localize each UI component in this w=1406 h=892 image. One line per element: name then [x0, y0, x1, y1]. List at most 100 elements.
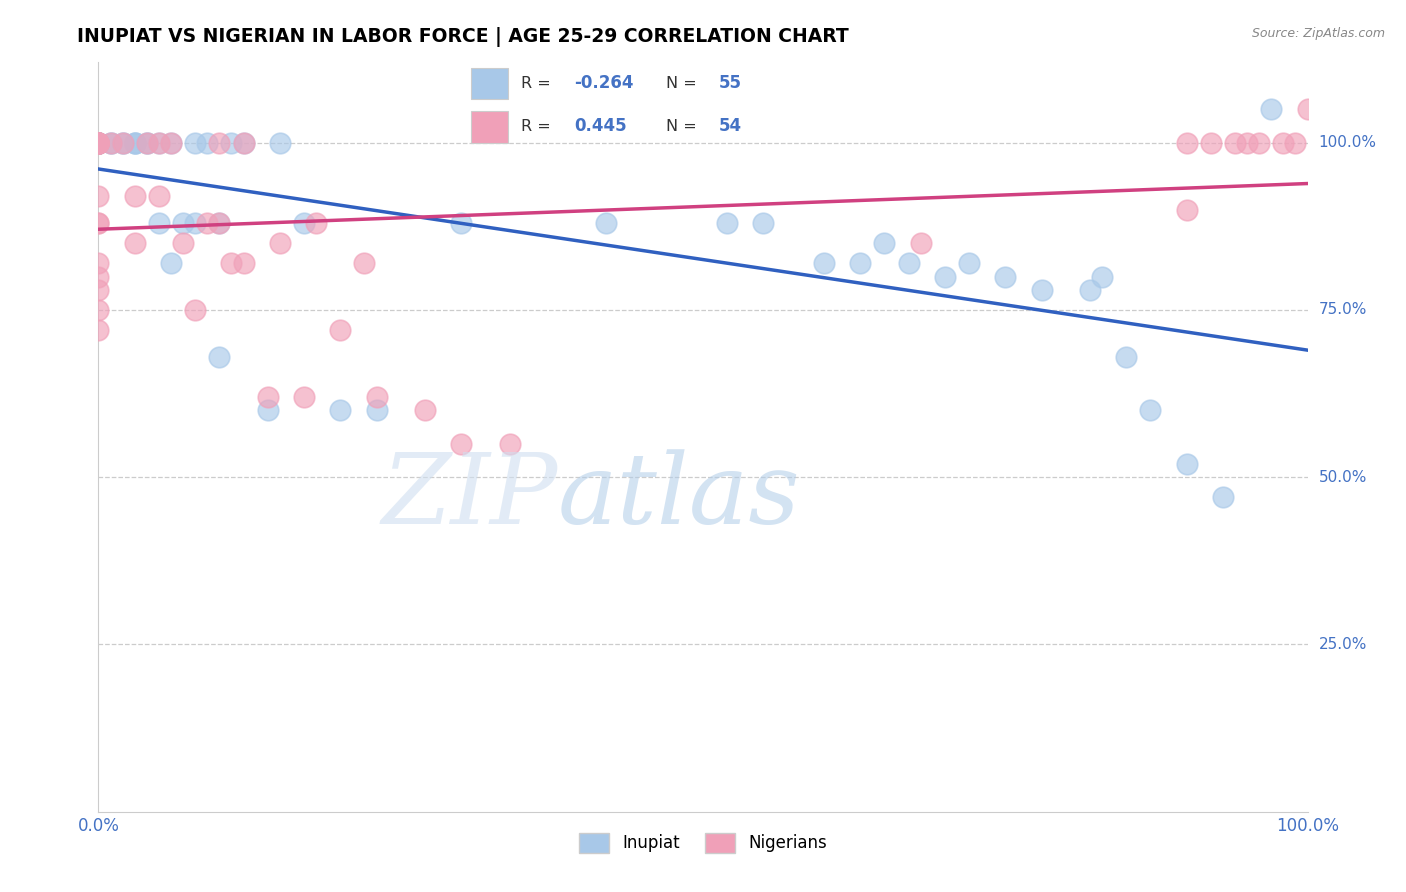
Point: [994, 269, 1017, 284]
Point: [148, 189, 170, 203]
Point: [813, 256, 835, 270]
Point: [1139, 403, 1161, 417]
Point: [232, 136, 254, 150]
Point: [849, 256, 872, 270]
Point: [256, 390, 278, 404]
Point: [1078, 283, 1101, 297]
Text: 75.0%: 75.0%: [1319, 302, 1367, 318]
Point: [87, 256, 110, 270]
Point: [498, 436, 520, 450]
Point: [1175, 136, 1198, 150]
Point: [87, 303, 110, 318]
Point: [195, 216, 218, 230]
Point: [172, 216, 194, 230]
Point: [160, 136, 183, 150]
Point: [124, 189, 146, 203]
Point: [87, 136, 110, 150]
Point: [716, 216, 738, 230]
Point: [1091, 269, 1114, 284]
Point: [124, 136, 146, 150]
Point: [353, 256, 375, 270]
Point: [87, 136, 110, 150]
Point: [87, 136, 110, 150]
Point: [1236, 136, 1258, 150]
Point: [292, 216, 315, 230]
Point: [87, 136, 110, 150]
Point: [269, 236, 291, 251]
Point: [752, 216, 775, 230]
Point: [148, 216, 170, 230]
Point: [195, 136, 218, 150]
Point: [910, 236, 932, 251]
Point: [450, 216, 472, 230]
Text: ZIP: ZIP: [381, 450, 558, 545]
Point: [87, 283, 110, 297]
Point: [366, 390, 388, 404]
Point: [87, 136, 110, 150]
Point: [292, 390, 315, 404]
Point: [1175, 202, 1198, 217]
Point: [957, 256, 980, 270]
Point: [87, 216, 110, 230]
Text: atlas: atlas: [558, 450, 800, 545]
Point: [100, 136, 122, 150]
Point: [208, 216, 231, 230]
Point: [208, 136, 231, 150]
Point: [1249, 136, 1271, 150]
Point: [87, 136, 110, 150]
Point: [897, 256, 920, 270]
Point: [1175, 457, 1198, 471]
Point: [1115, 350, 1137, 364]
Point: [1284, 136, 1306, 150]
Text: INUPIAT VS NIGERIAN IN LABOR FORCE | AGE 25-29 CORRELATION CHART: INUPIAT VS NIGERIAN IN LABOR FORCE | AGE…: [77, 27, 849, 46]
Point: [87, 136, 110, 150]
Point: [87, 136, 110, 150]
Point: [873, 236, 896, 251]
Point: [221, 136, 243, 150]
Point: [1223, 136, 1246, 150]
Text: Source: ZipAtlas.com: Source: ZipAtlas.com: [1251, 27, 1385, 40]
Point: [1031, 283, 1053, 297]
Point: [232, 136, 254, 150]
Point: [87, 189, 110, 203]
Point: [329, 323, 352, 337]
Legend: Inupiat, Nigerians: Inupiat, Nigerians: [572, 826, 834, 860]
Point: [87, 136, 110, 150]
Point: [111, 136, 134, 150]
Point: [450, 436, 472, 450]
Point: [148, 136, 170, 150]
Point: [184, 216, 207, 230]
Point: [269, 136, 291, 150]
Point: [934, 269, 956, 284]
Point: [124, 136, 146, 150]
Point: [1260, 102, 1282, 116]
Point: [124, 136, 146, 150]
Point: [256, 403, 278, 417]
Point: [1296, 102, 1319, 116]
Point: [172, 236, 194, 251]
Point: [87, 323, 110, 337]
Point: [135, 136, 157, 150]
Point: [87, 136, 110, 150]
Point: [87, 136, 110, 150]
Point: [160, 256, 183, 270]
Point: [208, 350, 231, 364]
Text: 50.0%: 50.0%: [1319, 470, 1367, 484]
Point: [232, 256, 254, 270]
Point: [1212, 491, 1234, 505]
Text: 25.0%: 25.0%: [1319, 637, 1367, 652]
Point: [87, 136, 110, 150]
Point: [100, 136, 122, 150]
Point: [111, 136, 134, 150]
Point: [135, 136, 157, 150]
Point: [366, 403, 388, 417]
Point: [221, 256, 243, 270]
Point: [329, 403, 352, 417]
Point: [1272, 136, 1295, 150]
Point: [208, 216, 231, 230]
Point: [87, 136, 110, 150]
Point: [148, 136, 170, 150]
Point: [87, 216, 110, 230]
Point: [1199, 136, 1222, 150]
Point: [87, 136, 110, 150]
